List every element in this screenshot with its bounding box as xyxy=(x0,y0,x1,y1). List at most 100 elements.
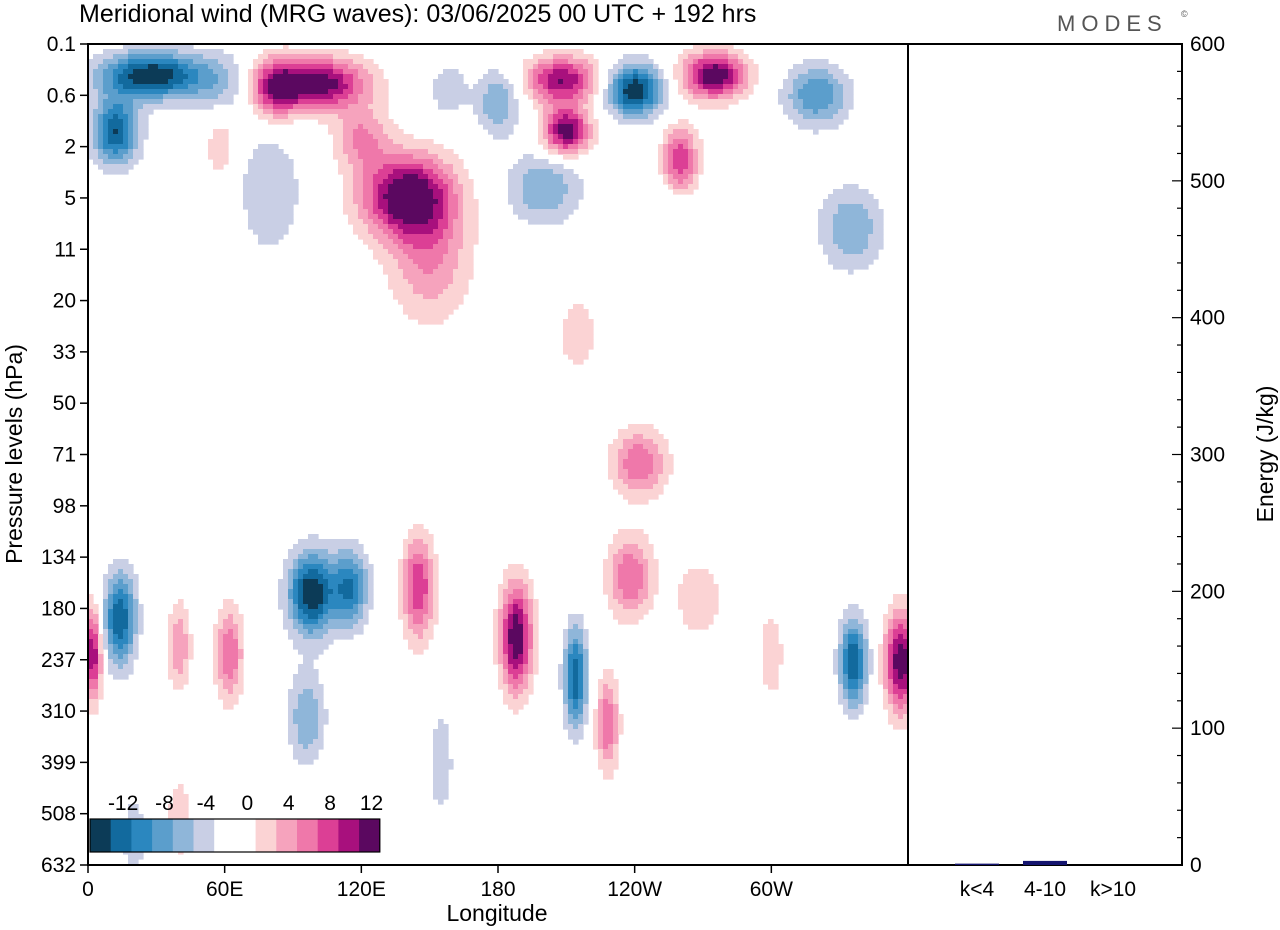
heatmap-cell xyxy=(113,649,129,655)
heatmap-cell xyxy=(228,629,234,635)
heatmap-cell xyxy=(538,89,549,95)
heatmap-cell xyxy=(743,59,754,65)
heatmap-cell xyxy=(338,164,354,170)
heatmap-cell xyxy=(308,534,319,540)
heatmap-cell xyxy=(238,679,244,685)
heatmap-cell xyxy=(503,674,509,680)
heatmap-cell xyxy=(208,149,229,155)
heatmap-cell xyxy=(783,84,794,90)
heatmap-cell xyxy=(378,214,389,220)
heatmap-cell xyxy=(593,64,599,70)
heatmap-cell xyxy=(308,569,319,575)
heatmap-cell xyxy=(258,54,269,60)
heatmap-cell xyxy=(508,604,514,610)
heatmap-cell xyxy=(618,99,624,105)
heatmap-cell xyxy=(433,189,444,195)
heatmap-cell xyxy=(378,189,389,195)
heatmap-cell xyxy=(348,214,359,220)
heatmap-cell xyxy=(303,619,319,625)
heatmap-cell xyxy=(453,189,464,195)
heatmap-cell xyxy=(813,109,819,115)
heatmap-cell xyxy=(723,84,734,90)
heatmap-cell xyxy=(593,134,599,140)
heatmap-cell xyxy=(298,614,309,620)
heatmap-cell xyxy=(528,584,534,590)
heatmap-cell xyxy=(448,244,464,250)
heatmap-cell xyxy=(333,59,354,65)
heatmap-cell xyxy=(733,84,739,90)
heatmap-cell xyxy=(568,669,574,675)
heatmap-cell xyxy=(838,644,844,650)
heatmap-cell xyxy=(493,119,504,125)
heatmap-cell xyxy=(288,549,304,555)
heatmap-cell xyxy=(553,129,559,135)
heatmap-cell xyxy=(568,644,574,650)
heatmap-cell xyxy=(328,129,344,135)
heatmap-cell xyxy=(898,674,904,680)
heatmap-cell xyxy=(173,624,184,630)
heatmap-cell xyxy=(593,74,599,80)
heatmap-cell xyxy=(108,589,114,595)
energy-axis-label: Energy (J/kg) xyxy=(1252,386,1278,523)
heatmap-cell xyxy=(893,659,908,665)
heatmap-cell xyxy=(403,624,409,630)
heatmap-cell xyxy=(568,619,584,625)
heatmap-cell xyxy=(613,64,624,70)
heatmap-cell xyxy=(113,114,119,120)
heatmap-cell xyxy=(498,659,504,665)
heatmap-cell xyxy=(363,584,369,590)
heatmap-cell xyxy=(363,174,374,180)
heatmap-cell xyxy=(298,579,304,585)
heatmap-cell xyxy=(463,184,474,190)
heatmap-cell xyxy=(123,634,129,640)
heatmap-cell xyxy=(238,634,244,640)
heatmap-cell xyxy=(88,79,94,85)
heatmap-cell xyxy=(618,549,644,555)
heatmap-cell xyxy=(238,629,244,635)
heatmap-cell xyxy=(353,164,364,170)
heatmap-cell xyxy=(103,104,114,110)
heatmap-cell xyxy=(748,84,754,90)
heatmap-cell xyxy=(223,649,239,655)
heatmap-cell xyxy=(668,174,674,180)
heatmap-cell xyxy=(803,104,829,110)
heatmap-cell xyxy=(433,794,449,800)
heatmap-cell xyxy=(483,99,509,105)
heatmap-cell xyxy=(573,689,579,695)
heatmap-cell xyxy=(573,94,584,100)
heatmap-cell xyxy=(843,249,864,255)
heatmap-cell xyxy=(373,114,389,120)
heatmap-cell xyxy=(563,644,569,650)
heatmap-cell xyxy=(688,99,739,105)
heatmap-cell xyxy=(403,634,419,640)
heatmap-cell xyxy=(603,669,614,675)
heatmap-cell xyxy=(763,659,784,665)
heatmap-cell xyxy=(293,604,299,610)
heatmap-cell xyxy=(253,89,259,95)
heatmap-cell xyxy=(403,574,409,580)
heatmap-cell xyxy=(518,619,524,625)
heatmap-cell xyxy=(568,699,574,705)
heatmap-cell xyxy=(693,164,699,170)
heatmap-cell xyxy=(548,84,574,90)
heatmap-cell xyxy=(513,599,524,605)
heatmap-cell xyxy=(893,694,899,700)
heatmap-cell xyxy=(588,129,594,135)
heatmap-cell xyxy=(548,99,579,105)
heatmap-cell xyxy=(303,634,324,640)
heatmap-cell xyxy=(503,629,509,635)
chart-title: Meridional wind (MRG waves): 03/06/2025 … xyxy=(79,0,756,28)
heatmap-cell xyxy=(533,619,539,625)
heatmap-cell xyxy=(563,704,569,710)
heatmap-cell xyxy=(338,584,354,590)
heatmap-cell xyxy=(383,269,404,275)
heatmap-cell xyxy=(103,139,109,145)
heatmap-cell xyxy=(593,84,599,90)
heatmap-cell xyxy=(683,84,689,90)
heatmap-cell xyxy=(213,639,219,645)
heatmap-cell xyxy=(598,709,604,715)
heatmap-cell xyxy=(253,149,284,155)
heatmap-cell xyxy=(818,234,834,240)
heatmap-cell xyxy=(108,64,119,70)
heatmap-cell xyxy=(333,69,344,75)
